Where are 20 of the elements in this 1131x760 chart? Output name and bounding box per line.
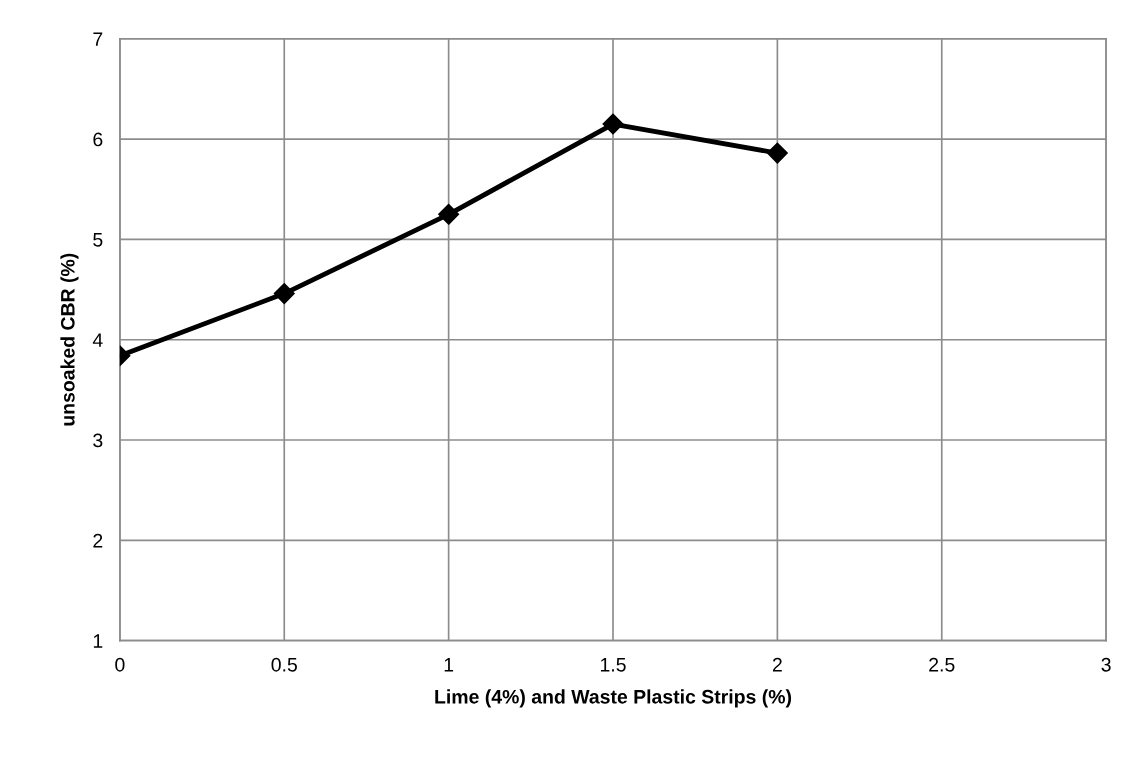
y-tick-label: 3: [93, 433, 103, 448]
y-tick-label: 4: [92, 333, 103, 347]
point: [766, 142, 788, 164]
point: [438, 203, 460, 225]
y-tick-label: 2: [93, 533, 103, 548]
x-tick-label: 2.5: [929, 657, 955, 672]
x-axis-title: Lime (4%) and Waste Plastic Strips (%): [435, 689, 792, 708]
x-tick-label: 3: [1101, 657, 1111, 672]
y-tick-label: 5: [93, 233, 103, 247]
y-tick-label: 6: [93, 132, 103, 147]
x-tick-label: 1: [444, 658, 454, 672]
x-tick-label: 2: [772, 657, 782, 672]
x-tick-label: 1.5: [600, 658, 626, 672]
point: [273, 283, 295, 305]
x-tick-label: 0: [115, 657, 125, 672]
y-tick-label: 1: [93, 634, 103, 648]
x-tick-label: 0.5: [271, 657, 297, 672]
point: [602, 113, 624, 135]
y-tick-label: 7: [93, 32, 103, 46]
y-axis-title: unsoaked CBR (%): [60, 253, 79, 426]
